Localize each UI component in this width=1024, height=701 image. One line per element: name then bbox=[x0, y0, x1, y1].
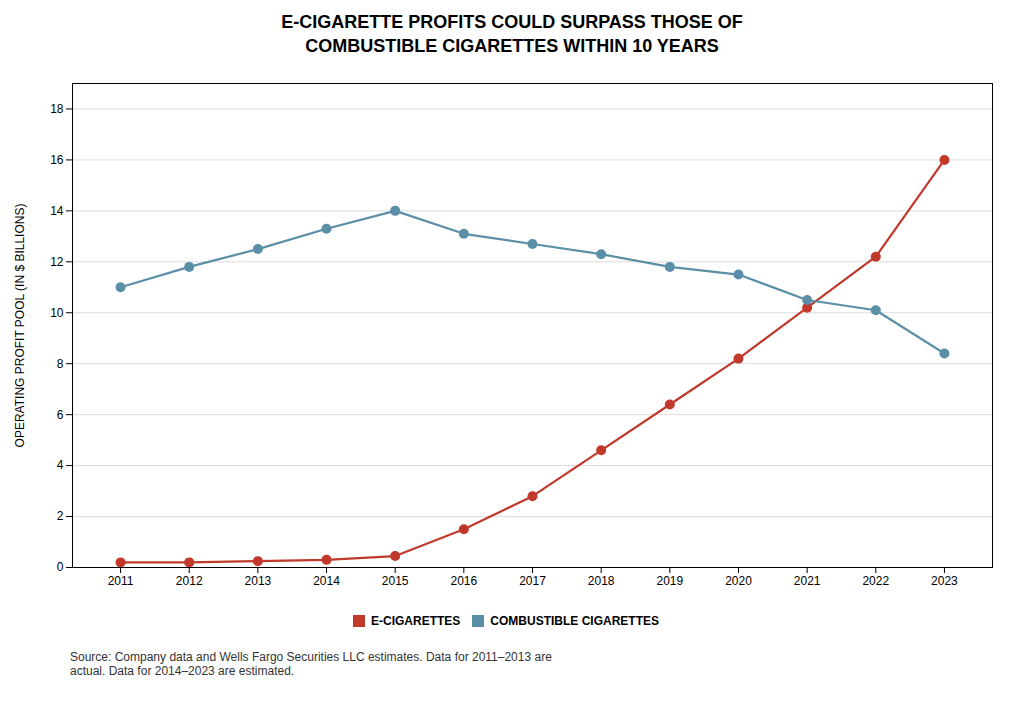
html-text:E-CIGARETTE PROFITS COULD SURP: E-CIGARETTE PROFITS COULD SURPASS THOSE … bbox=[281, 12, 743, 57]
svg-text:OPERATING PROFIT POOL (IN $ BI: OPERATING PROFIT POOL (IN $ BILLIONS) bbox=[13, 203, 27, 447]
svg-text:12: 12 bbox=[50, 254, 64, 268]
svg-text:2012: 2012 bbox=[176, 574, 203, 588]
html-text:COMBUSTIBLE CIGARETTES: COMBUSTIBLE CIGARETTES bbox=[490, 614, 659, 629]
svg-text:2016: 2016 bbox=[450, 574, 477, 588]
svg-text:2013: 2013 bbox=[245, 574, 272, 588]
svg-text:14: 14 bbox=[50, 203, 64, 217]
svg-text:18: 18 bbox=[50, 101, 64, 115]
svg-text:2011: 2011 bbox=[108, 574, 134, 588]
svg-text:10: 10 bbox=[50, 305, 64, 319]
svg-text:2017: 2017 bbox=[519, 574, 546, 588]
svg-text:16: 16 bbox=[50, 152, 64, 166]
svg-text:8: 8 bbox=[57, 356, 64, 370]
svg-text:2022: 2022 bbox=[862, 574, 889, 588]
svg-text:2023: 2023 bbox=[931, 574, 958, 588]
svg-text:2: 2 bbox=[57, 509, 64, 523]
html-text:E-CIGARETTES: E-CIGARETTES bbox=[371, 614, 461, 629]
svg-text:2020: 2020 bbox=[725, 574, 752, 588]
svg-text:2018: 2018 bbox=[588, 574, 615, 588]
svg-text:2019: 2019 bbox=[656, 574, 683, 588]
svg-text:0: 0 bbox=[57, 560, 64, 574]
html-text:Source: Company data and Wells: Source: Company data and Wells Fargo Sec… bbox=[70, 649, 552, 678]
svg-text:4: 4 bbox=[57, 458, 64, 472]
svg-text:2021: 2021 bbox=[794, 574, 821, 588]
svg-text:2014: 2014 bbox=[313, 574, 340, 588]
svg-text:2015: 2015 bbox=[382, 574, 409, 588]
svg-text:6: 6 bbox=[57, 407, 64, 421]
